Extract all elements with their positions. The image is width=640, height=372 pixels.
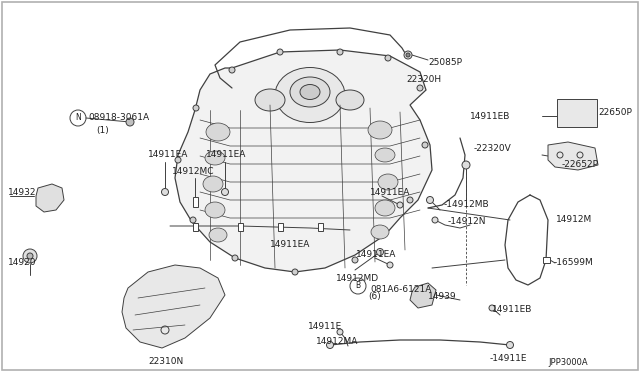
Ellipse shape bbox=[375, 200, 395, 216]
Text: (1): (1) bbox=[96, 126, 109, 135]
Circle shape bbox=[221, 189, 228, 196]
Text: 14939: 14939 bbox=[428, 292, 456, 301]
Circle shape bbox=[387, 262, 393, 268]
Circle shape bbox=[422, 142, 428, 148]
Text: (6): (6) bbox=[368, 292, 381, 301]
Text: -14912N: -14912N bbox=[448, 217, 486, 226]
Circle shape bbox=[337, 49, 343, 55]
Circle shape bbox=[489, 305, 495, 311]
Polygon shape bbox=[175, 50, 432, 272]
Text: JPP3000A: JPP3000A bbox=[548, 358, 588, 367]
Circle shape bbox=[406, 53, 410, 57]
Polygon shape bbox=[548, 142, 598, 170]
Circle shape bbox=[397, 202, 403, 208]
Ellipse shape bbox=[290, 77, 330, 107]
Circle shape bbox=[193, 105, 199, 111]
Ellipse shape bbox=[336, 90, 364, 110]
Circle shape bbox=[277, 49, 283, 55]
Ellipse shape bbox=[205, 151, 225, 165]
Text: 14911EA: 14911EA bbox=[148, 150, 188, 159]
Ellipse shape bbox=[368, 121, 392, 139]
Circle shape bbox=[407, 197, 413, 203]
Polygon shape bbox=[36, 184, 64, 212]
Text: -14912MB: -14912MB bbox=[444, 200, 490, 209]
Circle shape bbox=[417, 85, 423, 91]
Circle shape bbox=[326, 341, 333, 349]
Text: 14911EA: 14911EA bbox=[370, 188, 410, 197]
Circle shape bbox=[506, 341, 513, 349]
Text: 14911EB: 14911EB bbox=[470, 112, 510, 121]
Bar bbox=[193, 223, 198, 231]
Bar bbox=[193, 197, 198, 207]
Polygon shape bbox=[410, 283, 436, 308]
Circle shape bbox=[175, 157, 181, 163]
Circle shape bbox=[376, 248, 383, 256]
Text: 08918-3061A: 08918-3061A bbox=[88, 113, 149, 122]
Circle shape bbox=[385, 55, 391, 61]
Ellipse shape bbox=[203, 176, 223, 192]
Text: B: B bbox=[355, 282, 360, 291]
Circle shape bbox=[426, 196, 433, 203]
Ellipse shape bbox=[205, 202, 225, 218]
Ellipse shape bbox=[209, 228, 227, 242]
FancyBboxPatch shape bbox=[557, 99, 597, 127]
Ellipse shape bbox=[371, 225, 389, 239]
Circle shape bbox=[23, 249, 37, 263]
Bar bbox=[317, 223, 323, 231]
Circle shape bbox=[126, 118, 134, 126]
Ellipse shape bbox=[255, 89, 285, 111]
Text: 14912MA: 14912MA bbox=[316, 337, 358, 346]
Text: 14912MC: 14912MC bbox=[172, 167, 214, 176]
Text: 22310N: 22310N bbox=[148, 357, 183, 366]
Text: 081A6-6121A: 081A6-6121A bbox=[370, 285, 431, 294]
Text: 14912M: 14912M bbox=[556, 215, 592, 224]
Text: 14912MD: 14912MD bbox=[336, 274, 379, 283]
Text: -22652P: -22652P bbox=[562, 160, 599, 169]
Circle shape bbox=[352, 257, 358, 263]
Text: -16599M: -16599M bbox=[554, 258, 594, 267]
Circle shape bbox=[229, 67, 235, 73]
Circle shape bbox=[27, 253, 33, 259]
Text: 14911EB: 14911EB bbox=[492, 305, 532, 314]
Circle shape bbox=[462, 161, 470, 169]
Ellipse shape bbox=[206, 123, 230, 141]
Circle shape bbox=[190, 217, 196, 223]
Circle shape bbox=[161, 189, 168, 196]
Circle shape bbox=[337, 329, 343, 335]
Circle shape bbox=[232, 255, 238, 261]
Text: 14932: 14932 bbox=[8, 188, 36, 197]
Bar bbox=[237, 223, 243, 231]
Circle shape bbox=[432, 217, 438, 223]
Text: 14911EA: 14911EA bbox=[356, 250, 396, 259]
Text: 25085P: 25085P bbox=[428, 58, 462, 67]
Bar bbox=[543, 257, 550, 263]
Ellipse shape bbox=[275, 67, 345, 122]
Text: -22320V: -22320V bbox=[474, 144, 512, 153]
Text: 14911E: 14911E bbox=[308, 322, 342, 331]
Ellipse shape bbox=[378, 174, 398, 190]
Text: 14911EA: 14911EA bbox=[270, 240, 310, 249]
Text: 22320H: 22320H bbox=[406, 75, 441, 84]
Polygon shape bbox=[122, 265, 225, 348]
Text: -14911E: -14911E bbox=[490, 354, 527, 363]
Circle shape bbox=[292, 269, 298, 275]
Text: 22650P: 22650P bbox=[598, 108, 632, 117]
Text: N: N bbox=[75, 113, 81, 122]
Text: 14911EA: 14911EA bbox=[206, 150, 246, 159]
Circle shape bbox=[404, 51, 412, 59]
Text: 14920: 14920 bbox=[8, 258, 36, 267]
Ellipse shape bbox=[375, 148, 395, 162]
Ellipse shape bbox=[300, 84, 320, 99]
Bar bbox=[278, 223, 282, 231]
